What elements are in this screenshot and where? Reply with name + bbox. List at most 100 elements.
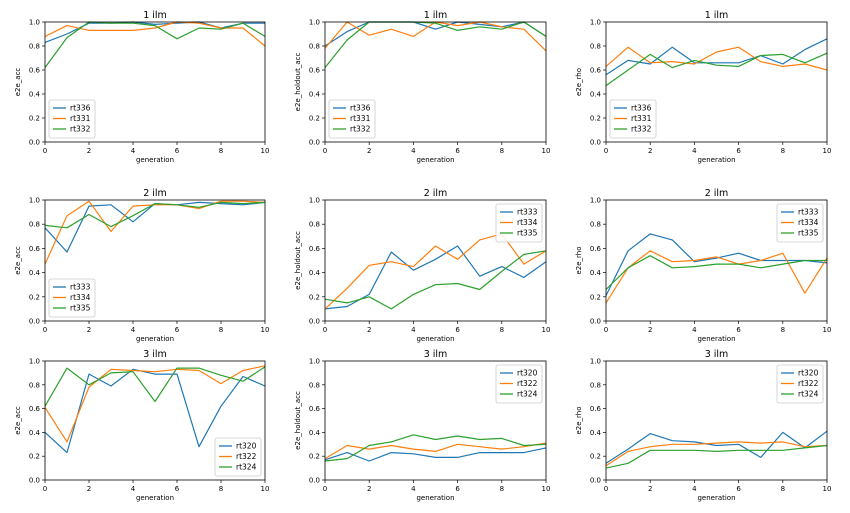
chart-4-xtick-label: 0 (43, 326, 47, 334)
chart-6-frame (605, 199, 828, 322)
chart-5-frame (324, 199, 547, 322)
chart-5-xtick-label: 6 (455, 326, 460, 334)
chart-6-ytick-label: 0.2 (590, 293, 601, 301)
chart-8-series-rt320 (324, 447, 547, 462)
chart-8-ylabel: e2e_holdout_acc (294, 391, 302, 450)
chart-4-ytick-label: 0.6 (29, 245, 41, 253)
chart-6-xtick-label: 10 (823, 326, 832, 334)
chart-8-xtick-label: 10 (542, 485, 551, 493)
chart-8-ytick-label: 0.2 (309, 453, 320, 461)
chart-1-ytick-label: 0.4 (29, 91, 41, 99)
chart-7-ylabel: e2e_acc (14, 406, 22, 435)
chart-2-frame (324, 21, 547, 143)
chart-4-xtick-label: 4 (131, 326, 136, 334)
chart-5-legend-label: rt335 (517, 229, 538, 238)
chart-4-series-rt333 (44, 201, 266, 253)
chart-6-series-rt333 (605, 233, 828, 296)
chart-8: 3 ilm 0 2 4 6 8 10 0.0 0.2 0.4 0.6 0.8 1.0 generation… (294, 349, 550, 502)
chart-2-xtick-label: 2 (367, 147, 371, 155)
chart-8-frame (324, 360, 547, 481)
chart-2-xtick-label: 0 (323, 147, 327, 155)
chart-9-title: 3 ilm (705, 349, 729, 360)
chart-8-ytick-label: 0.8 (309, 381, 320, 389)
chart-7-series-rt322 (44, 365, 266, 443)
chart-2-ytick-label: 1.0 (309, 19, 320, 27)
chart-7-title: 3 ilm (143, 349, 167, 360)
chart-4-legend-label: rt335 (70, 304, 91, 313)
chart-2-title: 1 ilm (424, 10, 448, 21)
chart-6-ylabel: e2e_rho (575, 246, 583, 274)
chart-3-ytick-label: 0.0 (590, 139, 601, 147)
chart-3-xtick-label: 2 (648, 147, 652, 155)
chart-6-xtick-label: 8 (781, 326, 785, 334)
chart-1-legend-label: rt336 (70, 104, 91, 113)
chart-3-xtick-label: 0 (604, 147, 608, 155)
chart-2-ytick-label: 0.8 (309, 43, 320, 51)
chart-1: 1 ilm 0 2 4 6 8 10 0.0 0.2 0.4 0.6 0.8 1.0 generation… (14, 10, 269, 164)
chart-7-frame (44, 360, 266, 481)
chart-3-xtick-label: 8 (781, 147, 785, 155)
chart-4-series-rt334 (44, 200, 266, 265)
chart-9-xtick-label: 8 (781, 485, 785, 493)
chart-7-xtick-label: 10 (261, 485, 270, 493)
chart-1-ytick-label: 0.6 (29, 67, 41, 75)
chart-7-series-rt320 (44, 368, 266, 454)
chart-9-legend-label: rt324 (798, 390, 819, 399)
chart-9-xtick-label: 6 (736, 485, 741, 493)
chart-3: 1 ilm 0 2 4 6 8 10 0.0 0.2 0.4 0.6 0.8 1.0 generation… (575, 10, 831, 164)
chart-9-ytick-label: 0.0 (590, 477, 601, 485)
chart-1-ytick-label: 0.0 (29, 139, 40, 147)
chart-4-ytick-label: 0.2 (29, 293, 40, 301)
chart-1-xlabel: generation (136, 156, 174, 164)
chart-1-xtick-label: 10 (261, 147, 270, 155)
chart-6-legend-label: rt333 (798, 208, 819, 217)
chart-2-legend-label: rt332 (350, 125, 371, 134)
chart-2-legend-label: rt336 (350, 104, 371, 113)
chart-5: 2 ilm 0 2 4 6 8 10 0.0 0.2 0.4 0.6 0.8 1.0 generation… (294, 188, 550, 343)
chart-8-series-rt324 (324, 434, 547, 462)
chart-3-series-rt331 (605, 46, 828, 71)
chart-7-legend-label: rt320 (236, 442, 257, 451)
chart-9-frame (605, 360, 828, 481)
chart-7-ytick-label: 1.0 (29, 358, 40, 366)
chart-7-ytick-label: 0.6 (29, 405, 41, 413)
chart-6-xlabel: generation (697, 335, 735, 343)
chart-7-xtick-label: 4 (131, 485, 136, 493)
chart-1-xtick-label: 6 (175, 147, 180, 155)
chart-3-ytick-label: 1.0 (590, 19, 601, 27)
chart-1-legend-label: rt332 (70, 125, 91, 134)
chart-9-ylabel: e2e_rho (575, 406, 583, 434)
chart-7-xtick-label: 0 (43, 485, 47, 493)
chart-4-series-rt335 (44, 201, 266, 229)
chart-3-ytick-label: 0.8 (590, 43, 601, 51)
chart-7-xtick-label: 8 (219, 485, 223, 493)
chart-3-ylabel: e2e_rho (575, 68, 583, 96)
chart-9-series-rt320 (605, 430, 828, 464)
chart-8-xtick-label: 8 (500, 485, 504, 493)
chart-5-ylabel: e2e_holdout_acc (294, 231, 302, 290)
chart-5-ytick-label: 0.0 (309, 318, 320, 326)
chart-3-xtick-label: 6 (736, 147, 741, 155)
chart-2-xtick-label: 8 (500, 147, 504, 155)
chart-8-xtick-label: 2 (367, 485, 371, 493)
chart-6-series-rt335 (605, 255, 827, 290)
chart-7-ytick-label: 0.0 (29, 477, 40, 485)
chart-9-ytick-label: 0.4 (590, 429, 602, 437)
chart-9-ytick-label: 1.0 (590, 358, 601, 366)
chart-8-ytick-label: 0.0 (309, 477, 320, 485)
chart-5-ytick-label: 0.8 (309, 221, 320, 229)
chart-1-ytick-label: 0.8 (29, 43, 40, 51)
chart-6-xtick-label: 4 (692, 326, 697, 334)
chart-4-legend-label: rt334 (70, 293, 91, 302)
chart-5-series-rt334 (324, 233, 547, 310)
chart-5-ytick-label: 0.4 (309, 269, 321, 277)
chart-7-legend-label: rt324 (236, 463, 257, 472)
chart-8-xlabel: generation (416, 494, 454, 502)
chart-2-ytick-label: 0.2 (309, 115, 320, 123)
chart-9-xtick-label: 4 (692, 485, 697, 493)
chart-7: 3 ilm 0 2 4 6 8 10 0.0 0.2 0.4 0.6 0.8 1.0 generation… (14, 349, 269, 502)
